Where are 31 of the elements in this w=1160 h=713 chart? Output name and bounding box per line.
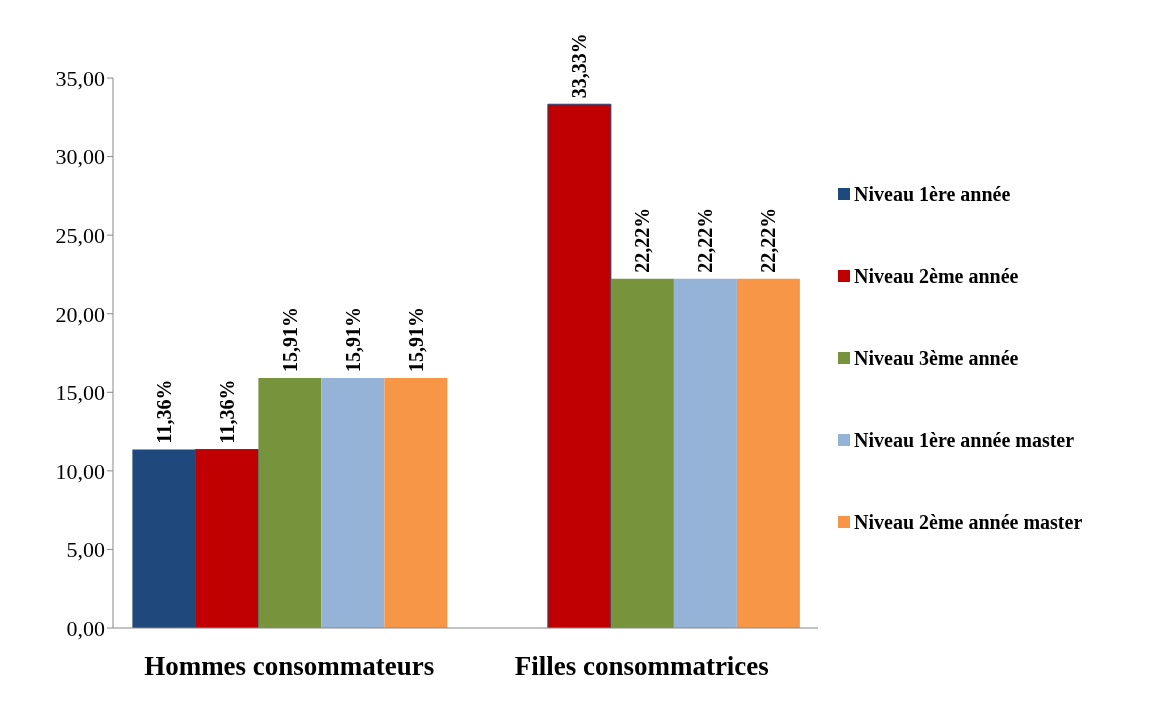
- y-tick-label: 5,00: [66, 537, 105, 563]
- bar: [673, 278, 737, 628]
- data-label: 33,33%: [568, 33, 591, 99]
- bar: [321, 377, 385, 628]
- legend-label: Niveau 1ère année: [854, 182, 1011, 206]
- data-label: 11,36%: [152, 379, 175, 444]
- y-tick-label: 15,00: [55, 380, 105, 406]
- data-label: 11,36%: [215, 379, 238, 444]
- x-tick-label: Hommes consommateurs: [144, 651, 435, 682]
- bar: [736, 278, 800, 628]
- data-label: 22,22%: [631, 207, 654, 273]
- y-tick-label: 0,00: [66, 615, 105, 641]
- bar: [258, 377, 322, 628]
- bar: [610, 278, 674, 628]
- legend-label: Niveau 3ème année: [854, 346, 1019, 370]
- data-label: 15,91%: [341, 306, 364, 372]
- legend-label: Niveau 2ème année master: [854, 510, 1083, 534]
- legend-label: Niveau 1ère année master: [854, 428, 1075, 452]
- x-tick-label: Filles consommatrices: [514, 651, 769, 682]
- y-tick-label: 10,00: [55, 458, 105, 484]
- data-label: 15,91%: [278, 306, 301, 372]
- bar: [384, 377, 448, 628]
- data-label: 15,91%: [404, 306, 427, 372]
- y-tick-label: 30,00: [55, 144, 105, 170]
- data-label: 22,22%: [757, 207, 780, 273]
- y-tick-label: 20,00: [55, 301, 105, 327]
- y-tick-label: 25,00: [55, 222, 105, 248]
- data-label: 22,22%: [694, 207, 717, 273]
- y-tick-label: 35,00: [55, 65, 105, 91]
- legend-label: Niveau 2ème année: [854, 264, 1019, 288]
- bar: [547, 103, 612, 628]
